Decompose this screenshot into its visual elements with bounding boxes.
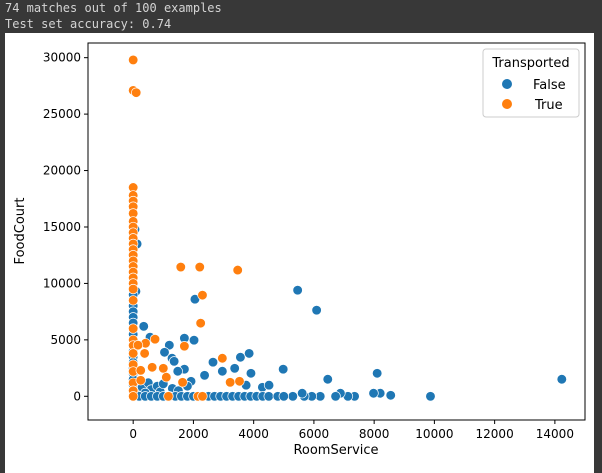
point-false (199, 370, 210, 381)
point-true (128, 391, 139, 402)
point-true (139, 348, 150, 359)
x-tick-label: 14000 (536, 427, 574, 441)
x-axis: 0 2000 4000 6000 8000 10000 12000 14000 (129, 420, 574, 441)
point-false (235, 352, 246, 363)
point-true (128, 54, 139, 66)
point-true (128, 283, 139, 295)
point-false (188, 335, 200, 346)
point-false (138, 321, 149, 332)
point-false (278, 364, 289, 375)
point-true (234, 376, 245, 387)
point-true (163, 391, 174, 402)
legend-label-true: True (534, 98, 563, 113)
x-tick-label: 12000 (476, 427, 514, 441)
point-false (278, 391, 289, 402)
point-false (263, 391, 274, 402)
point-false (311, 305, 322, 316)
point-true (177, 377, 188, 388)
point-false (292, 285, 303, 296)
point-false (297, 388, 308, 399)
legend-marker-false (502, 79, 512, 89)
point-true (217, 353, 228, 364)
point-false (368, 388, 379, 399)
point-false (229, 363, 240, 374)
point-true (128, 348, 139, 359)
point-false (330, 391, 341, 402)
point-true (197, 290, 208, 301)
scatter-chart: 0 2000 4000 6000 8000 10000 12000 14000 0 5000 10… (13, 42, 586, 458)
y-tick-label: 10000 (43, 276, 81, 290)
point-false (385, 390, 396, 401)
point-false (425, 391, 436, 402)
point-false (164, 340, 175, 351)
y-tick-label: 25000 (43, 107, 81, 121)
legend-label-false: False (533, 78, 566, 93)
point-false (243, 348, 255, 359)
x-tick-label: 0 (129, 427, 137, 441)
legend-marker-true (502, 99, 512, 109)
output-line-matches: 74 matches out of 100 examples (5, 1, 222, 15)
point-true (179, 341, 190, 352)
x-tick-label: 6000 (299, 427, 330, 441)
point-false (556, 374, 567, 385)
point-false (168, 356, 180, 367)
y-tick-label: 0 (73, 389, 81, 403)
point-false (263, 380, 275, 391)
y-axis-label: FoodCourt (13, 198, 28, 265)
point-false (172, 366, 183, 377)
point-true (128, 295, 139, 306)
points-layer (128, 54, 567, 402)
x-tick-label: 8000 (359, 427, 390, 441)
point-true (195, 318, 206, 329)
point-false (159, 347, 170, 358)
x-tick-label: 2000 (178, 427, 209, 441)
point-false (287, 391, 298, 402)
point-false (245, 368, 257, 379)
point-true (132, 340, 144, 351)
point-true (225, 377, 236, 388)
point-true (135, 365, 146, 376)
x-tick-label: 4000 (238, 427, 269, 441)
point-true (128, 323, 139, 334)
point-false (322, 374, 333, 385)
y-tick-label: 30000 (43, 51, 81, 65)
legend: Transported False True (482, 48, 580, 118)
x-axis-label: RoomService (293, 443, 378, 458)
axes-frame (87, 42, 586, 421)
point-false (207, 357, 219, 368)
point-true (175, 261, 186, 273)
point-true (149, 334, 161, 345)
point-true (158, 363, 169, 374)
point-true (194, 261, 205, 273)
point-false (217, 366, 228, 377)
point-true (197, 391, 208, 402)
point-true (161, 372, 172, 383)
y-tick-label: 5000 (50, 333, 81, 347)
point-true (147, 362, 158, 373)
point-true (135, 375, 146, 386)
output-line-accuracy: Test set accuracy: 0.74 (5, 17, 172, 31)
y-tick-label: 15000 (43, 220, 81, 234)
point-true (232, 264, 243, 276)
scatter-figure: 0 2000 4000 6000 8000 10000 12000 14000 0 5000 10… (5, 33, 594, 473)
point-false (372, 368, 383, 379)
legend-title: Transported (491, 56, 569, 71)
y-tick-label: 20000 (43, 164, 81, 178)
x-tick-label: 10000 (415, 427, 453, 441)
y-axis: 0 5000 10000 15000 20000 25000 30000 (43, 51, 88, 403)
point-true (131, 87, 142, 98)
